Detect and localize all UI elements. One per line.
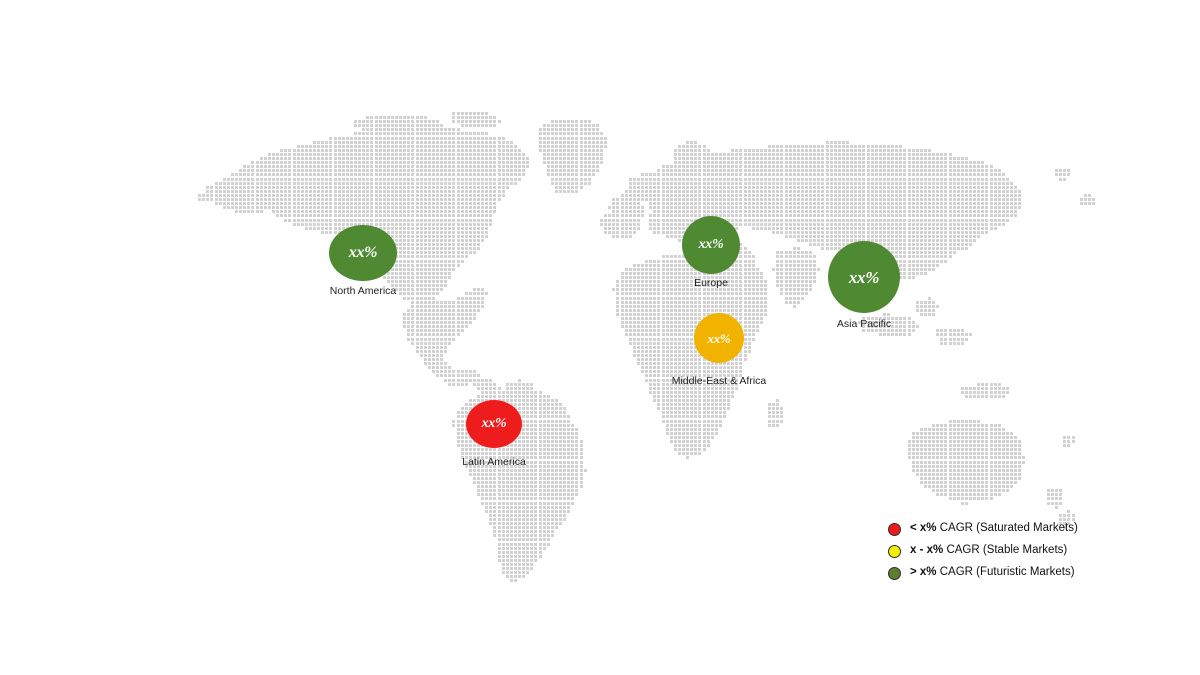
legend-label-saturated: < x% CAGR (Saturated Markets): [910, 523, 1078, 535]
bubble-circle-europe[interactable]: xx%: [682, 216, 740, 274]
legend-label-prefix-saturated: < x%: [910, 522, 937, 535]
bubble-circle-asia-pacific[interactable]: xx%: [828, 241, 900, 313]
bubble-circle-north-america[interactable]: xx%: [329, 225, 397, 281]
bubble-value-latin-america: xx%: [481, 416, 507, 431]
legend-swatch-stable: [888, 544, 901, 558]
bubble-value-europe: xx%: [698, 237, 724, 252]
legend: < x% CAGR (Saturated Markets) x - x% CAGR…: [888, 518, 1078, 584]
bubble-value-asia-pacific: xx%: [848, 267, 880, 287]
legend-label-prefix-futuristic: > x%: [910, 566, 937, 579]
legend-item-futuristic[interactable]: > x% CAGR (Futuristic Markets): [888, 562, 1078, 584]
bubble-label-latin-america: Latin America: [462, 456, 526, 468]
bubble-label-north-america: North America: [329, 285, 397, 297]
bubble-label-middle-east-africa: Middle-East & Africa: [671, 375, 767, 387]
legend-item-saturated[interactable]: < x% CAGR (Saturated Markets): [888, 518, 1078, 540]
legend-label-prefix-stable: x - x%: [910, 544, 944, 557]
legend-label-suffix-futuristic: CAGR (Futuristic Markets): [936, 566, 1075, 579]
bubble-circle-middle-east-africa[interactable]: xx%: [694, 313, 744, 363]
legend-swatch-futuristic: [888, 566, 901, 580]
bubble-label-asia-pacific: Asia Pacific: [836, 318, 892, 330]
legend-swatch-saturated: [888, 522, 901, 536]
legend-label-futuristic: > x% CAGR (Futuristic Markets): [910, 567, 1075, 579]
legend-label-suffix-saturated: CAGR (Saturated Markets): [936, 522, 1078, 535]
bubble-value-north-america: xx%: [348, 244, 378, 261]
bubble-circle-latin-america[interactable]: xx%: [466, 400, 522, 448]
bubble-value-middle-east-africa: xx%: [707, 330, 731, 346]
bubble-label-europe: Europe: [694, 277, 728, 289]
legend-label-stable: x - x% CAGR (Stable Markets): [910, 545, 1067, 557]
legend-label-suffix-stable: CAGR (Stable Markets): [943, 544, 1068, 557]
legend-item-stable[interactable]: x - x% CAGR (Stable Markets): [888, 540, 1078, 562]
